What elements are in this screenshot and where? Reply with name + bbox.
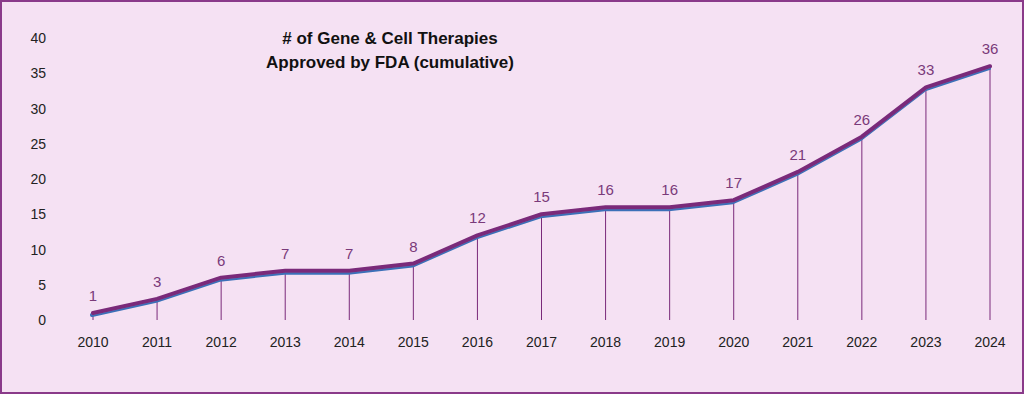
drop-line [797, 172, 798, 320]
y-tick-label: 35 [30, 65, 46, 81]
drop-line [733, 200, 734, 320]
y-tick-label: 10 [30, 242, 46, 258]
data-label: 3 [153, 273, 161, 290]
drop-line [861, 137, 862, 320]
x-tick-label: 2012 [206, 334, 237, 350]
title: # of Gene & Cell Therapies [282, 29, 497, 48]
x-tick-label: 2021 [782, 334, 813, 350]
data-label: 21 [789, 146, 806, 163]
data-label: 26 [854, 111, 871, 128]
data-label: 33 [918, 61, 935, 78]
chart-root: 0 5 10 15 20 25 30 35 40 2010 2011 2012 2013 2014 2015… [0, 0, 1024, 394]
data-label: 8 [409, 238, 417, 255]
data-label: 1 [89, 287, 97, 304]
x-tick-label: 2018 [590, 334, 621, 350]
drop-line [349, 271, 350, 320]
data-label: 36 [982, 40, 999, 57]
drop-line [413, 264, 414, 320]
x-tick-label: 2016 [462, 334, 493, 350]
chart: 0 5 10 15 20 25 30 35 40 2010 2011 2012 2013 2014 2015… [0, 0, 1024, 394]
y-tick-label: 5 [38, 277, 46, 293]
x-tick-label: 2011 [142, 334, 172, 350]
data-label: 16 [597, 181, 614, 198]
x-tick-label: 2019 [654, 334, 685, 350]
x-tick-label: 2013 [270, 334, 301, 350]
y-tick-label: 30 [30, 101, 46, 117]
y-tick-label: 0 [38, 312, 46, 328]
y-tick-label: 15 [30, 206, 46, 222]
y-tick-label: 20 [30, 171, 46, 187]
background [1, 1, 1023, 393]
x-tick-label: 2014 [334, 334, 365, 350]
data-label: 17 [725, 174, 742, 191]
x-tick-label: 2023 [910, 334, 941, 350]
drop-line [221, 278, 222, 320]
x-tick-label: 2015 [398, 334, 429, 350]
y-tick-label: 40 [30, 30, 46, 46]
data-label: 12 [469, 209, 486, 226]
drop-line [990, 66, 991, 320]
x-tick-label: 2020 [718, 334, 749, 350]
drop-line [925, 87, 926, 320]
x-tick-label: 2017 [526, 334, 557, 350]
subtitle: Approved by FDA (cumulative) [266, 53, 514, 72]
drop-line [669, 207, 670, 320]
x-tick-label: 2010 [77, 334, 108, 350]
y-tick-label: 25 [30, 136, 46, 152]
x-tick-label: 2024 [974, 334, 1005, 350]
drop-line [541, 214, 542, 320]
drop-line [477, 235, 478, 320]
data-label: 15 [533, 188, 550, 205]
data-label: 7 [345, 245, 353, 262]
drop-line [157, 299, 158, 320]
plot-area [93, 66, 990, 320]
data-line [93, 66, 990, 313]
data-label: 6 [217, 252, 225, 269]
data-label: 7 [281, 245, 289, 262]
data-label: 16 [661, 181, 678, 198]
drop-line [285, 271, 286, 320]
drop-line [605, 207, 606, 320]
x-tick-label: 2022 [846, 334, 877, 350]
